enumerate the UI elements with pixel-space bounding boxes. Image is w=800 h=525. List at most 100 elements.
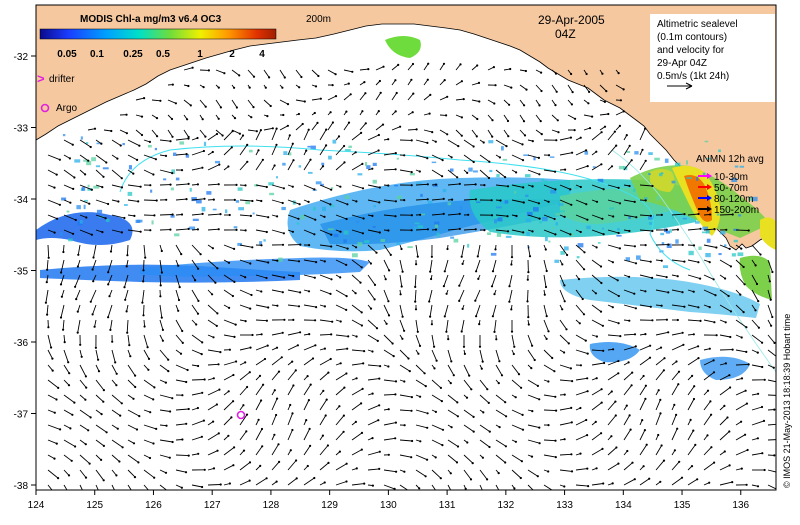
velocity-arrow-head [586,468,588,470]
velocity-arrow-head [443,213,445,215]
velocity-arrow-head [327,462,329,464]
velocity-arrow-head [379,80,381,82]
velocity-arrow-head [276,215,278,217]
chlorophyll-speck [544,180,547,184]
velocity-arrow-head [180,253,182,255]
velocity-arrow-head [284,76,286,78]
velocity-arrow-head [53,187,55,189]
velocity-arrow-head [572,91,574,93]
velocity-arrow-head [725,321,727,323]
chlorophyll-speck [454,239,459,243]
velocity-arrow-head [761,342,763,344]
velocity-arrow-head [515,215,517,217]
velocity-arrow-head [445,331,447,333]
velocity-arrow-head [427,228,429,230]
velocity-arrow-head [513,487,515,489]
velocity-arrow-head [462,263,464,265]
velocity-arrow-head [612,215,614,217]
velocity-arrow-head [102,176,104,178]
velocity-arrow-head [525,89,527,91]
velocity-arrow-head [232,374,234,376]
velocity-arrow-head [757,300,759,302]
velocity-arrow-head [583,251,585,253]
velocity-arrow-head [645,385,647,387]
velocity-arrow-head [565,328,567,330]
velocity-arrow-head [730,310,732,312]
velocity-arrow-head [438,493,440,495]
velocity-arrow-head [513,346,515,348]
velocity-arrow-head [441,400,443,402]
chlorophyll-speck [558,203,564,206]
velocity-arrow-head [181,394,183,396]
velocity-arrow-head [201,341,203,343]
velocity-arrow-head [142,280,144,282]
velocity-arrow-head [482,361,484,363]
velocity-arrow-head [713,359,715,361]
velocity-arrow-head [746,484,748,486]
velocity-arrow-head [724,450,726,452]
velocity-arrow-head [728,430,730,432]
velocity-arrow-head [126,310,128,312]
velocity-arrow-head [467,214,469,216]
velocity-arrow-head [314,344,316,346]
velocity-arrow-head [56,174,58,176]
velocity-arrow-head [218,183,220,185]
velocity-arrow-head [291,412,293,414]
chlorophyll-speck [122,143,125,145]
velocity-arrow-head [601,218,603,220]
velocity-arrow-head [707,390,709,392]
chlorophyll-speck [345,195,349,199]
velocity-arrow-head [292,275,294,277]
velocity-arrow-head [770,299,772,301]
velocity-arrow-head [261,428,263,430]
chlorophyll-speck [88,185,90,188]
y-tick-label: -32 [14,52,29,63]
velocity-arrow-head [650,261,652,263]
velocity-arrow-head [266,320,268,322]
velocity-arrow-head [579,407,581,409]
velocity-arrow-head [524,134,526,136]
velocity-arrow-head [682,344,684,346]
velocity-arrow-head [249,461,251,463]
velocity-arrow-head [175,102,177,104]
chlorophyll-speck [397,196,402,200]
velocity-arrow-head [473,161,475,163]
velocity-arrow-head [747,449,749,451]
velocity-arrow-head [443,285,445,287]
velocity-arrow-head [580,231,582,233]
velocity-arrow-head [122,446,124,448]
velocity-arrow-head [149,457,151,459]
velocity-arrow-head [429,316,431,318]
velocity-arrow-head [648,478,650,480]
chlorophyll-speck [525,174,531,177]
velocity-arrow-head [361,163,363,165]
velocity-arrow-head [77,254,79,256]
velocity-arrow-head [596,201,598,203]
velocity-arrow-head [256,130,258,132]
velocity-arrow-head [59,428,61,430]
velocity-arrow-head [276,305,278,307]
velocity-arrow-head [308,201,310,203]
velocity-arrow-head [634,333,636,335]
velocity-arrow-head [725,362,727,364]
velocity-arrow-head [763,420,765,422]
velocity-arrow-head [345,111,347,113]
velocity-arrow-head [260,399,262,401]
velocity-arrow-head [546,270,548,272]
velocity-arrow-head [216,267,218,269]
velocity-arrow-head [300,76,302,78]
velocity-arrow-head [677,319,679,321]
chlorophyll-speck [560,191,562,195]
velocity-arrow-head [212,421,214,423]
velocity-arrow-head [418,487,420,489]
velocity-arrow-head [443,63,445,65]
velocity-arrow-head [233,248,235,250]
velocity-arrow-head [75,298,77,300]
velocity-arrow-head [152,398,154,400]
velocity-arrow-head [315,306,317,308]
chlorophyll-speck [373,163,377,166]
velocity-arrow-head [674,449,676,451]
velocity-arrow-head [618,295,620,297]
chlorophyll-speck [155,148,157,150]
velocity-arrow-head [403,199,405,201]
